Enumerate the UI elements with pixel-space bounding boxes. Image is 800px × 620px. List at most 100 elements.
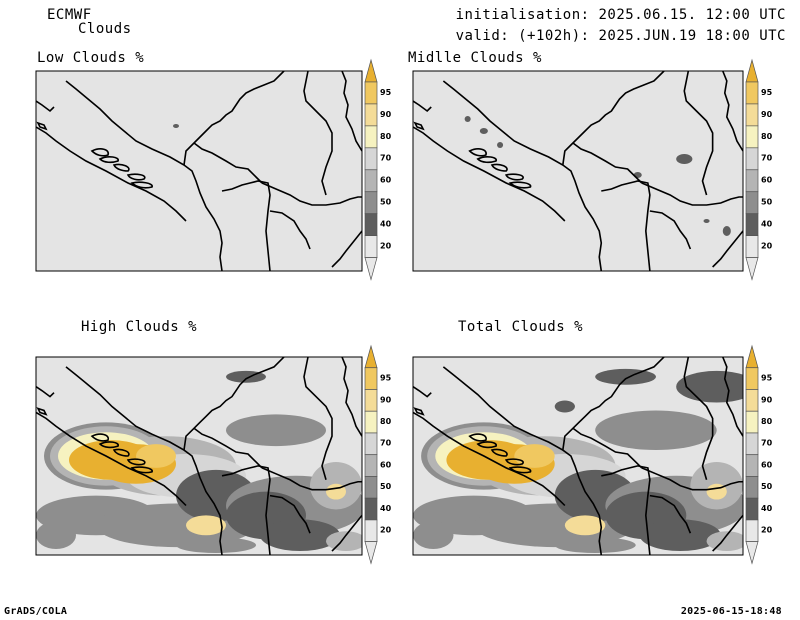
colorbar-arrow-top: [745, 344, 759, 369]
cloud-area: [595, 368, 656, 385]
colorbar-swatch: [364, 389, 378, 412]
island-outline: [508, 181, 532, 189]
panel-title-low: Low Clouds %: [37, 50, 145, 66]
cloud-area: [186, 515, 226, 536]
colorbar-swatch: [364, 454, 378, 477]
colorbar-swatch: [745, 367, 759, 390]
colorbar-swatch: [364, 103, 378, 127]
country-border: [722, 71, 744, 152]
colorbar-label: 80: [380, 417, 392, 426]
cloud-area: [36, 521, 76, 550]
colorbar-swatch: [745, 125, 759, 149]
map-background: [36, 71, 362, 271]
colorbar-high: 95 90 80 70 60 50 40 20: [364, 344, 392, 565]
colorbar-swatch: [745, 235, 759, 258]
panel-title-total: Total Clouds %: [458, 319, 584, 335]
cloud-area: [595, 410, 717, 451]
colorbar-middle: 95 90 80 70 60 50 40 20: [745, 58, 773, 281]
island-outline: [130, 466, 153, 474]
country-border: [413, 126, 566, 222]
colorbar-swatch: [364, 81, 378, 105]
map-layer: [36, 71, 362, 271]
cloud-area: [554, 537, 636, 554]
country-border: [36, 126, 187, 222]
island-outline: [130, 181, 153, 189]
init-time: initialisation: 2025.06.15. 12:00 UTC: [455, 7, 786, 23]
colorbar-swatch: [364, 169, 378, 193]
colorbar-label: 40: [380, 220, 392, 229]
colorbar-swatch: [745, 454, 759, 477]
colorbar-arrow-bottom: [745, 541, 759, 565]
map-panel-low: [35, 70, 363, 272]
country-border: [269, 494, 311, 534]
country-border: [413, 100, 432, 113]
colorbar-swatch: [745, 432, 759, 456]
country-border: [341, 71, 362, 152]
country-border: [331, 230, 362, 268]
map-frame: [412, 70, 744, 272]
colorbar-swatch: [745, 389, 759, 412]
cloud-area: [514, 444, 555, 468]
island-outline: [504, 458, 524, 466]
colorbar-label: 80: [761, 132, 773, 141]
island-outline: [468, 148, 487, 157]
colorbar-total: 95 90 80 70 60 50 40 20: [745, 344, 773, 565]
cloud-area: [413, 521, 454, 550]
colorbar-swatch: [364, 367, 378, 390]
country-border: [221, 465, 271, 556]
colorbar-label: 60: [761, 460, 773, 469]
colorbar-arrow-top: [745, 58, 759, 83]
country-border: [303, 71, 333, 196]
colorbar-label: 80: [380, 132, 392, 141]
colorbar-swatch: [364, 476, 378, 499]
country-border: [683, 357, 714, 480]
country-border: [36, 100, 55, 113]
colorbar-swatch: [364, 191, 378, 215]
colorbar-low: 95 90 80 70 60 50 40 20: [364, 58, 392, 281]
cloud-area: [479, 128, 488, 134]
cloud-area: [706, 531, 744, 552]
colorbar-swatch: [745, 213, 759, 237]
colorbar-label: 95: [380, 88, 392, 97]
colorbar-label: 60: [380, 176, 392, 185]
colorbar-label: 40: [761, 220, 773, 229]
map-panel-high: [35, 356, 363, 556]
country-border: [183, 71, 285, 166]
island-outline: [90, 148, 110, 157]
island-outline: [36, 407, 48, 416]
colorbar-label: 20: [380, 242, 392, 251]
colorbar-label: 50: [761, 198, 773, 207]
colorbar-label: 70: [380, 439, 392, 448]
island-outline: [468, 433, 487, 442]
colorbar-label: 20: [380, 526, 392, 535]
island-outline: [126, 173, 146, 181]
cloud-area: [564, 515, 606, 536]
country-border: [413, 411, 566, 507]
island-outline: [508, 466, 532, 474]
country-border: [601, 180, 651, 271]
footer-timestamp: 2025-06-15-18:48: [680, 606, 782, 617]
colorbar-label: 80: [761, 417, 773, 426]
map-panel-total: [412, 356, 744, 556]
country-border: [601, 465, 651, 556]
country-border: [36, 386, 55, 398]
cloud-area: [173, 124, 179, 128]
colorbar-swatch: [364, 235, 378, 258]
colorbar-label: 20: [761, 526, 773, 535]
cloud-area: [676, 370, 744, 403]
map-background: [413, 71, 743, 271]
island-outline: [126, 458, 146, 466]
colorbar-swatch: [364, 497, 378, 521]
colorbar-label: 40: [380, 504, 392, 513]
country-border: [649, 210, 692, 250]
map-layer: [413, 71, 744, 271]
colorbar-label: 50: [380, 198, 392, 207]
colorbar-swatch: [745, 81, 759, 105]
country-border: [261, 467, 362, 491]
island-outline: [112, 163, 130, 172]
colorbar-label: 60: [761, 176, 773, 185]
colorbar-arrow-top: [364, 58, 378, 83]
cloud-area: [326, 531, 362, 552]
valid-time: valid: (+102h): 2025.JUN.19 18:00 UTC: [455, 28, 786, 44]
country-border: [303, 357, 333, 480]
